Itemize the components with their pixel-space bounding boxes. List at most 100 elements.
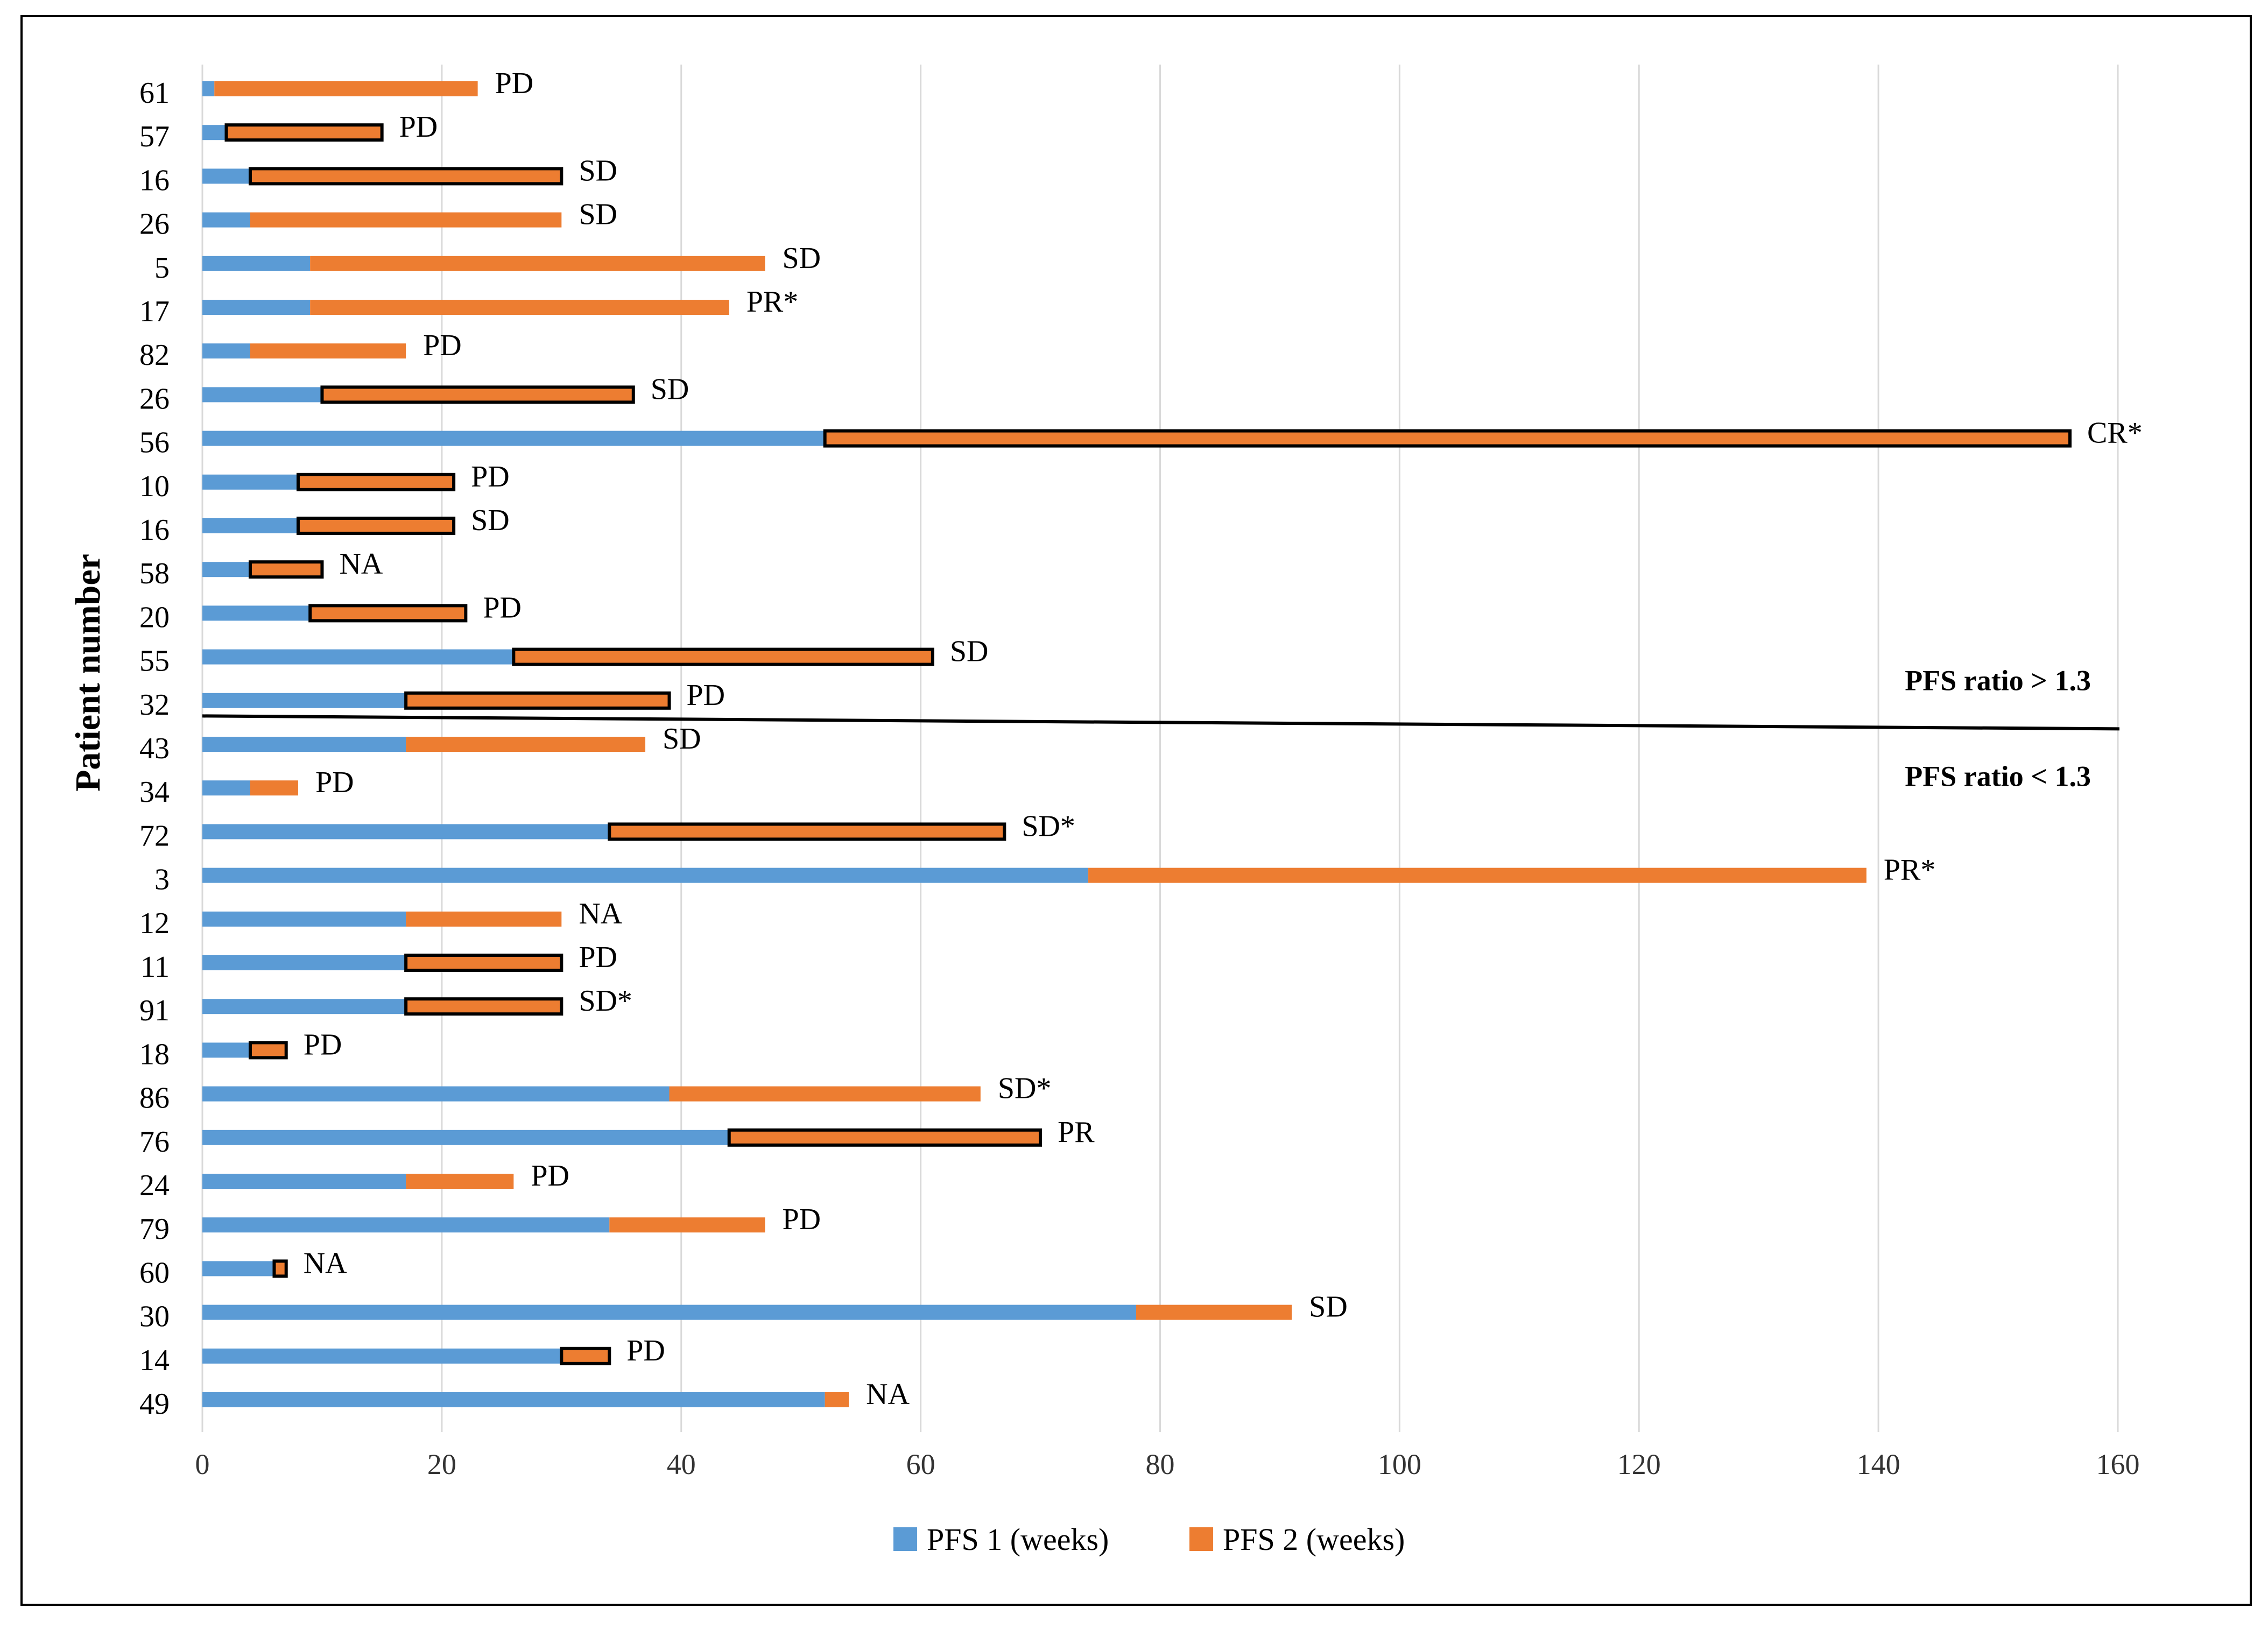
- x-tick-label: 60: [906, 1448, 935, 1480]
- x-tick-label: 80: [1146, 1448, 1175, 1480]
- patient-label: 72: [139, 819, 170, 852]
- bar-pfs1: [202, 1304, 1137, 1320]
- x-tick-label: 100: [1378, 1448, 1421, 1480]
- response-label: SD: [663, 722, 701, 756]
- patient-label: 11: [140, 950, 170, 984]
- patient-label: 43: [139, 732, 170, 765]
- x-tick-label: 20: [427, 1448, 456, 1480]
- bar-pfs2: [669, 1086, 981, 1102]
- response-label: SD: [651, 372, 689, 406]
- patient-label: 10: [139, 470, 170, 503]
- bar-pfs1: [202, 387, 322, 403]
- bar-pfs1: [202, 1348, 562, 1364]
- bar-pfs1: [202, 212, 250, 228]
- bar-pfs1: [202, 605, 311, 621]
- ratio-divider-line: [202, 714, 2120, 731]
- bar-pfs2: [609, 1217, 765, 1233]
- patient-label: 49: [139, 1387, 170, 1421]
- bar-pfs2: [296, 473, 456, 491]
- patient-label: 20: [139, 601, 170, 634]
- response-label: PD: [687, 679, 726, 712]
- response-label: SD: [471, 504, 510, 537]
- response-label: NA: [304, 1246, 347, 1280]
- bar-pfs2: [825, 1392, 849, 1407]
- x-tick-label: 160: [2096, 1448, 2140, 1480]
- response-label: PD: [304, 1028, 342, 1061]
- patient-label: 55: [139, 645, 170, 678]
- patient-label: 58: [139, 557, 170, 590]
- bar-pfs2: [250, 343, 406, 359]
- response-label: SD: [579, 198, 617, 231]
- bar-pfs2: [310, 256, 765, 271]
- patient-label: 16: [139, 513, 170, 547]
- response-label: SD*: [998, 1072, 1052, 1105]
- patient-label: 12: [139, 907, 170, 940]
- bar-pfs1: [202, 125, 227, 140]
- patient-label: 79: [139, 1212, 170, 1246]
- bar-pfs2: [248, 1041, 288, 1060]
- response-label: SD: [950, 635, 989, 668]
- response-label: NA: [339, 547, 383, 581]
- response-label: SD*: [1022, 809, 1075, 843]
- bar-pfs2: [404, 954, 564, 972]
- bar-pfs2: [823, 429, 2072, 448]
- response-label: CR*: [2087, 417, 2143, 450]
- response-label: PR*: [746, 285, 799, 319]
- bar-pfs2: [727, 1128, 1043, 1147]
- response-label: PD: [423, 329, 462, 362]
- bar-pfs2: [406, 737, 646, 752]
- bar-pfs1: [202, 1086, 670, 1102]
- bar-pfs2: [248, 560, 324, 579]
- bar-pfs2: [248, 167, 564, 186]
- bar-pfs2: [560, 1346, 611, 1365]
- bar-pfs1: [202, 518, 298, 533]
- bar-pfs1: [202, 256, 311, 271]
- response-label: SD: [1309, 1290, 1348, 1324]
- patient-label: 60: [139, 1256, 170, 1289]
- x-tick-label: 120: [1617, 1448, 1661, 1480]
- bar-pfs2: [406, 911, 562, 927]
- bar-pfs2: [250, 780, 298, 796]
- patient-label: 32: [139, 688, 170, 722]
- patient-label: 17: [139, 295, 170, 328]
- patient-label: 30: [139, 1300, 170, 1334]
- response-label: SD: [782, 242, 821, 275]
- response-label: PD: [483, 591, 522, 624]
- bar-pfs1: [202, 343, 250, 359]
- patient-label: 86: [139, 1082, 170, 1115]
- patient-label: 82: [139, 339, 170, 372]
- x-tick-label: 0: [195, 1448, 210, 1480]
- patient-label: 76: [139, 1125, 170, 1159]
- legend-swatch-pfs1: [893, 1527, 917, 1551]
- bar-pfs2: [310, 300, 729, 315]
- bar-pfs1: [202, 300, 311, 315]
- bar-pfs1: [202, 474, 298, 490]
- response-label: PR*: [1884, 854, 1936, 887]
- bar-pfs2: [404, 997, 564, 1016]
- legend: PFS 1 (weeks) PFS 2 (weeks): [893, 1522, 1405, 1557]
- patient-label: 56: [139, 426, 170, 460]
- response-label: PR: [1058, 1116, 1095, 1149]
- bar-pfs2: [406, 1174, 514, 1189]
- annotation-ratio-above: PFS ratio > 1.3: [1905, 664, 2091, 696]
- bar-pfs2: [308, 604, 468, 623]
- patient-label: 34: [139, 775, 170, 809]
- response-label: SD*: [579, 984, 632, 1018]
- patient-label: 14: [139, 1344, 170, 1377]
- patient-label: 57: [139, 120, 170, 153]
- bar-pfs1: [202, 824, 610, 840]
- annotation-ratio-below: PFS ratio < 1.3: [1905, 760, 2091, 792]
- legend-label-pfs2: PFS 2 (weeks): [1223, 1522, 1405, 1557]
- response-label: SD: [579, 154, 617, 187]
- patient-label: 26: [139, 382, 170, 415]
- bar-pfs2: [296, 517, 456, 535]
- patient-label: 61: [139, 76, 170, 110]
- response-label: PD: [782, 1203, 821, 1236]
- patient-label: 3: [154, 863, 170, 897]
- bar-pfs1: [202, 649, 514, 665]
- labels: 0 20 40 60 80 100 120 140 160 61 PD 57 PD 16 SD 26 SD 5 SD…: [139, 67, 2143, 1480]
- bar-pfs1: [202, 1217, 610, 1233]
- x-tick-label: 40: [667, 1448, 696, 1480]
